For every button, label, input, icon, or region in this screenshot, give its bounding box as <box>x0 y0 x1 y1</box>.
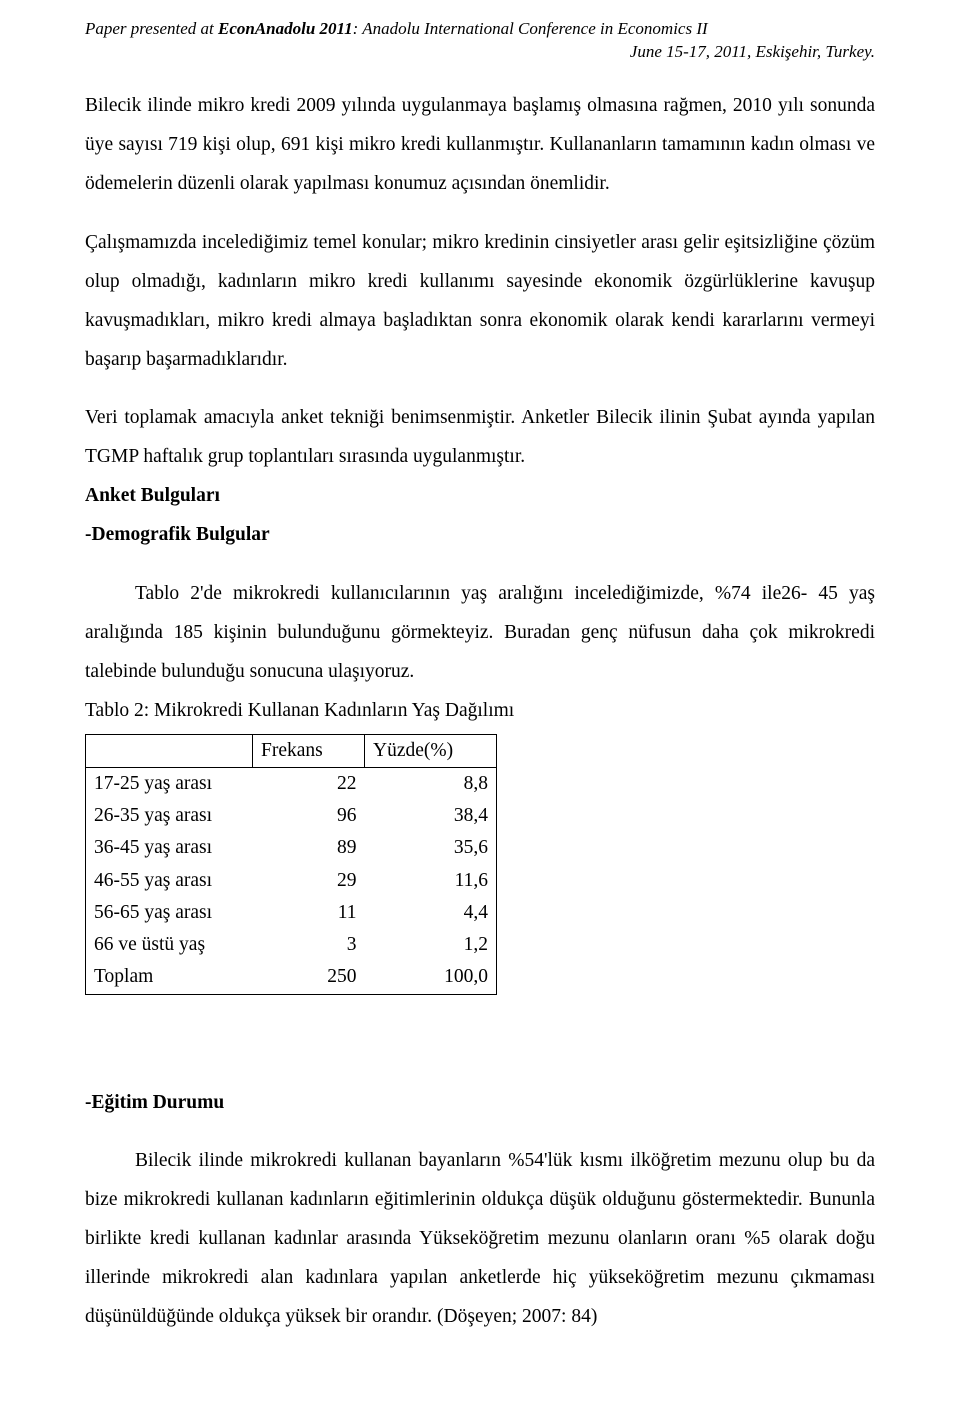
table-header-frekans: Frekans <box>253 734 365 767</box>
table-header-row: Frekans Yüzde(%) <box>86 734 497 767</box>
table-cell-label: 46-55 yaş arası <box>86 865 253 897</box>
table-header-blank <box>86 734 253 767</box>
table-cell-yuzde: 35,6 <box>365 832 497 864</box>
table-cell-label: 56-65 yaş arası <box>86 897 253 929</box>
table-cell-label: 17-25 yaş arası <box>86 767 253 800</box>
heading-demografik-bulgular: -Demografik Bulgular <box>85 515 875 554</box>
table-row: 56-65 yaş arası 11 4,4 <box>86 897 497 929</box>
table-cell-yuzde: 100,0 <box>365 961 497 994</box>
table-cell-label: 36-45 yaş arası <box>86 832 253 864</box>
paragraph-3: Veri toplamak amacıyla anket tekniği ben… <box>85 398 875 476</box>
table2-age-distribution: Frekans Yüzde(%) 17-25 yaş arası 22 8,8 … <box>85 734 497 995</box>
table-row: 46-55 yaş arası 29 11,6 <box>86 865 497 897</box>
table-cell-frekans: 89 <box>253 832 365 864</box>
table-row: 17-25 yaş arası 22 8,8 <box>86 767 497 800</box>
table-cell-yuzde: 1,2 <box>365 929 497 961</box>
table-cell-frekans: 29 <box>253 865 365 897</box>
table-row: 26-35 yaş arası 96 38,4 <box>86 800 497 832</box>
heading-anket-bulgulari: Anket Bulguları <box>85 476 875 515</box>
paragraph-4: Tablo 2'de mikrokredi kullanıcılarının y… <box>85 574 875 691</box>
paragraph-1: Bilecik ilinde mikro kredi 2009 yılında … <box>85 86 875 203</box>
table-cell-label: Toplam <box>86 961 253 994</box>
table-cell-label: 26-35 yaş arası <box>86 800 253 832</box>
table-cell-frekans: 250 <box>253 961 365 994</box>
table-cell-yuzde: 4,4 <box>365 897 497 929</box>
header-suffix: : Anadolu International Conference in Ec… <box>353 19 708 38</box>
conference-header-line2: June 15-17, 2011, Eskişehir, Turkey. <box>85 42 875 62</box>
table2-title: Tablo 2: Mikrokredi Kullanan Kadınların … <box>85 691 875 730</box>
vertical-spacer <box>85 1023 875 1083</box>
table-row-total: Toplam 250 100,0 <box>86 961 497 994</box>
table-row: 36-45 yaş arası 89 35,6 <box>86 832 497 864</box>
header-prefix: Paper presented at <box>85 19 218 38</box>
table-cell-yuzde: 11,6 <box>365 865 497 897</box>
paragraph-5: Bilecik ilinde mikrokredi kullanan bayan… <box>85 1141 875 1336</box>
page-container: Paper presented at EconAnadolu 2011: Ana… <box>0 0 960 1376</box>
paragraph-2: Çalışmamızda incelediğimiz temel konular… <box>85 223 875 379</box>
table-header-yuzde: Yüzde(%) <box>365 734 497 767</box>
table-cell-yuzde: 38,4 <box>365 800 497 832</box>
table-cell-label: 66 ve üstü yaş <box>86 929 253 961</box>
table-cell-frekans: 3 <box>253 929 365 961</box>
table-cell-frekans: 22 <box>253 767 365 800</box>
table-cell-yuzde: 8,8 <box>365 767 497 800</box>
conference-header-line1: Paper presented at EconAnadolu 2011: Ana… <box>85 18 875 40</box>
header-conference-name: EconAnadolu 2011 <box>218 19 353 38</box>
table-cell-frekans: 11 <box>253 897 365 929</box>
table-row: 66 ve üstü yaş 3 1,2 <box>86 929 497 961</box>
heading-egitim-durumu: -Eğitim Durumu <box>85 1083 875 1122</box>
table-cell-frekans: 96 <box>253 800 365 832</box>
